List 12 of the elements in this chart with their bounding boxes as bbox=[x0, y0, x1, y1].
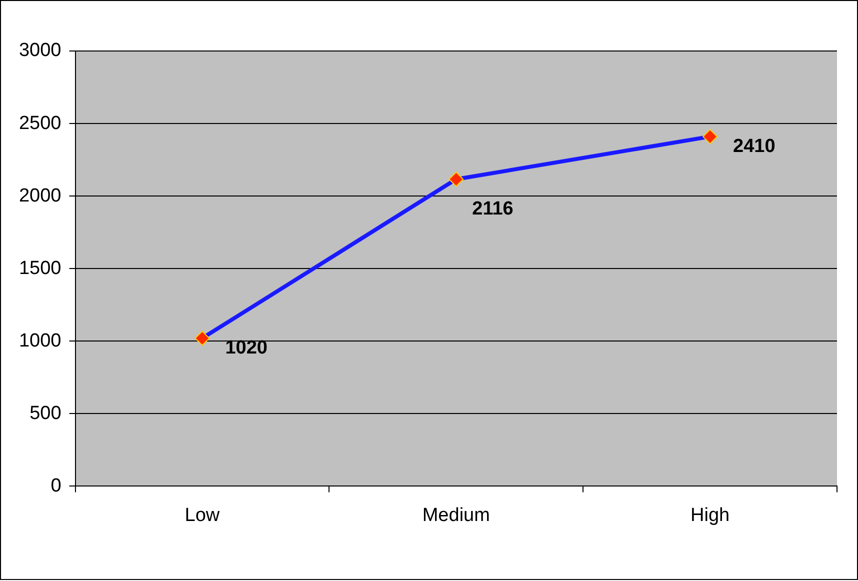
y-tick-label: 500 bbox=[30, 402, 62, 424]
data-label: 2410 bbox=[733, 136, 776, 157]
x-tick-label: Medium bbox=[422, 504, 490, 526]
y-tick-label: 1000 bbox=[18, 330, 62, 352]
x-tick-label: Low bbox=[184, 504, 220, 526]
y-tick-label: 2500 bbox=[18, 112, 62, 134]
x-tick-label: High bbox=[690, 504, 730, 526]
y-tick-label: 0 bbox=[50, 475, 62, 496]
y-tick-label: 1500 bbox=[18, 258, 62, 279]
data-label: 2116 bbox=[472, 198, 514, 220]
y-tick-label: 3000 bbox=[18, 40, 62, 62]
y-tick-label: 2000 bbox=[18, 185, 62, 206]
